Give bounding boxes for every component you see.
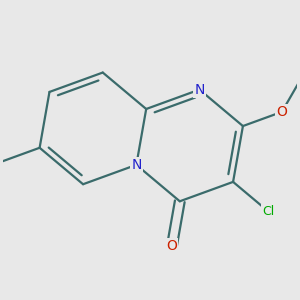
Text: N: N xyxy=(194,82,205,97)
Text: O: O xyxy=(167,239,177,254)
Text: Cl: Cl xyxy=(262,205,274,218)
Text: O: O xyxy=(276,105,287,119)
Text: N: N xyxy=(131,158,142,172)
